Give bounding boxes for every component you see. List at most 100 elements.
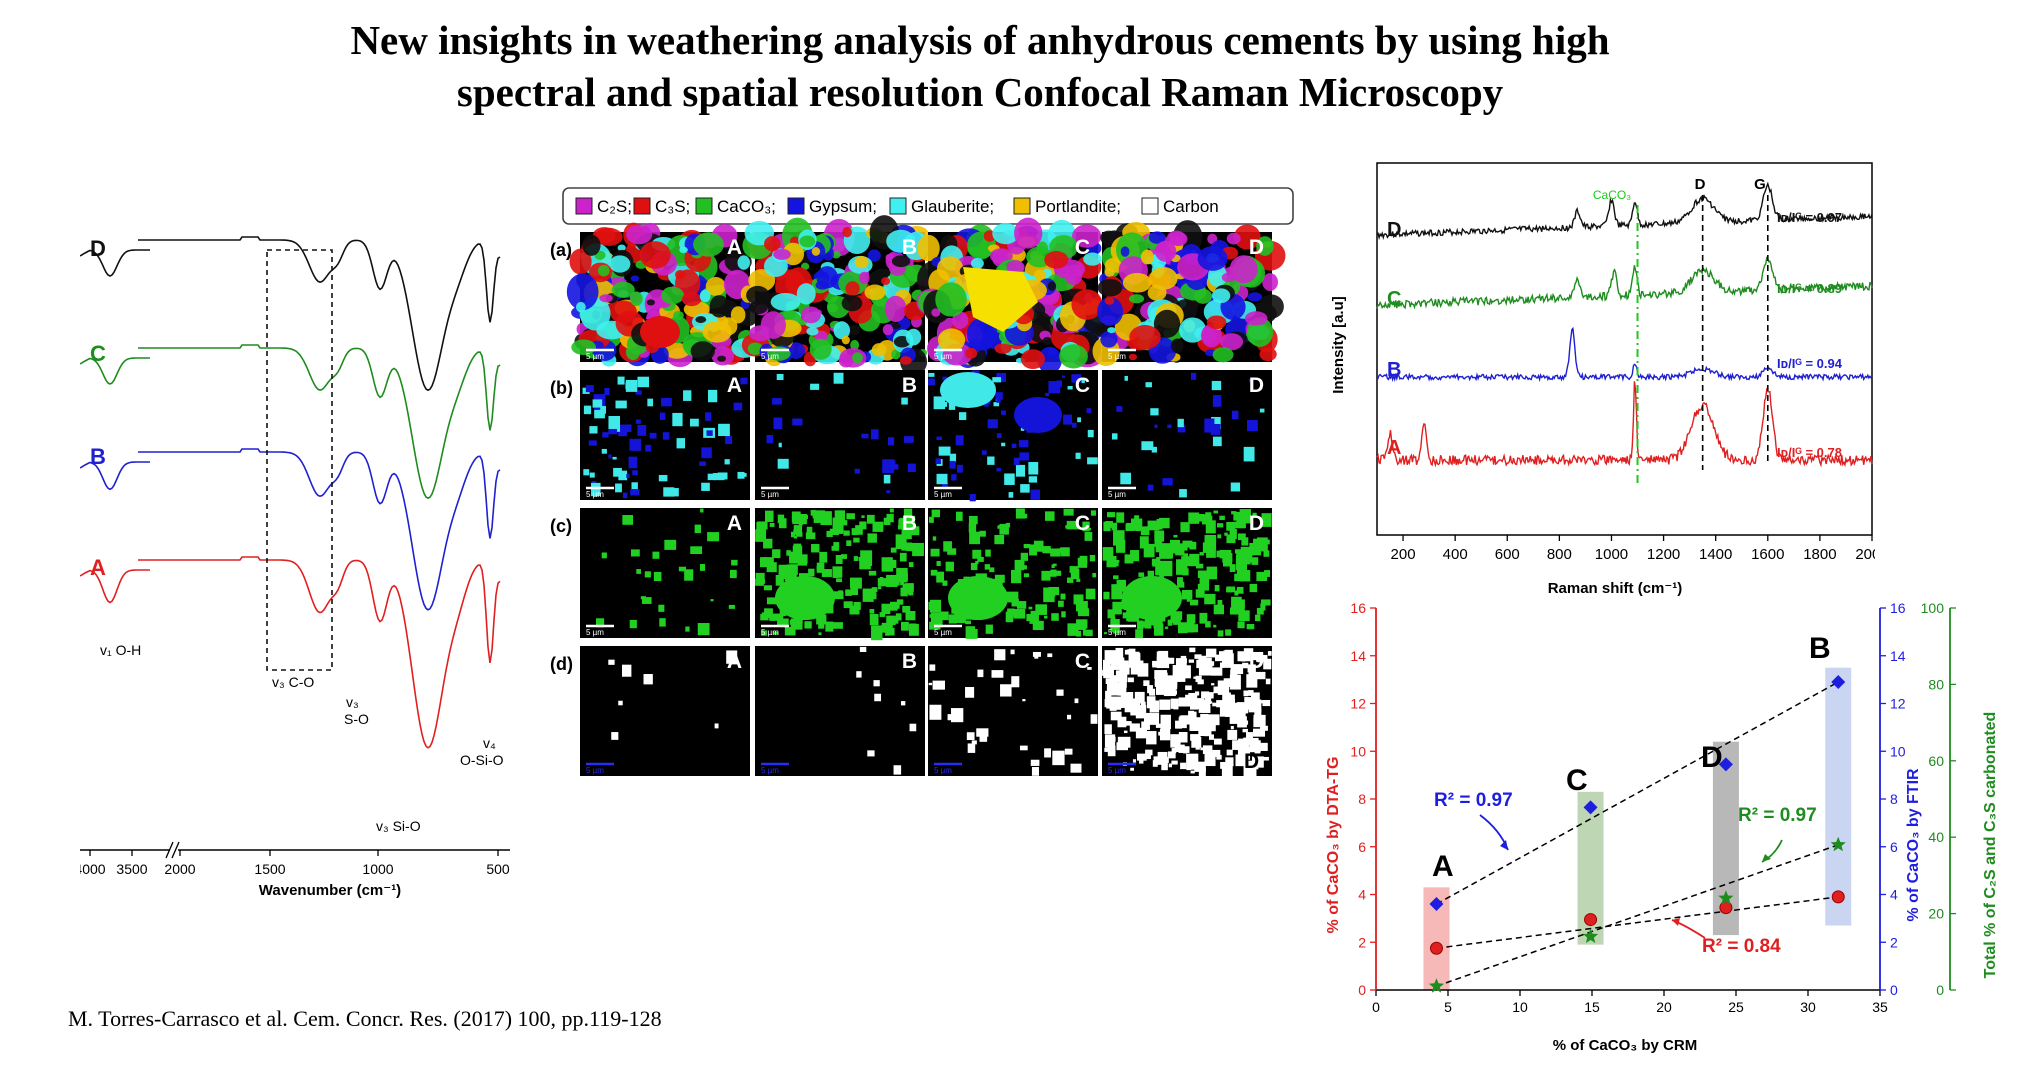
ftir-tick-label: 1000 (362, 861, 393, 877)
legend-label: Carbon (1163, 197, 1219, 216)
raman-tick-label: 2000 (1855, 546, 1875, 563)
corr-y-right2-tick: 60 (1928, 753, 1944, 769)
raman-curve-A (1376, 381, 1873, 468)
point-ftir (1429, 897, 1444, 912)
ftir-label-b: B (90, 444, 106, 469)
annot-sio: v₃ Si-O (376, 818, 421, 834)
corr-y-right2-tick: 40 (1928, 829, 1944, 845)
raman-x-axis-label: Raman shift (cm⁻¹) (1548, 580, 1683, 597)
map-image-0-3: D 5 µm (1092, 220, 1286, 367)
corr-y-left-label: % of CaCO₃ by DTA-TG (1325, 757, 1342, 934)
ftir-curve-oh-C (80, 357, 150, 385)
annot-osio-2: O-Si-O (460, 752, 504, 768)
corr-x-tick: 15 (1584, 999, 1600, 1015)
point-carbonated (1718, 890, 1734, 905)
corr-y-left-tick: 0 (1358, 982, 1366, 998)
ftir-curve-C (138, 344, 501, 500)
legend-label: Portlandite; (1035, 197, 1121, 216)
point-dta (1831, 890, 1845, 904)
raman-maps-panel: C₂S; C₃S; CaCO₃; Gypsum; Glauberite; Portland… (540, 180, 1300, 950)
annot-oh: v₁ O-H (100, 642, 141, 658)
map-col-label: D (1249, 512, 1264, 535)
raman-curve-D (1376, 181, 1873, 241)
map-col-label: A (727, 512, 742, 535)
legend-label: Glauberite; (911, 197, 994, 216)
map-image-2-2: C 5 µm (928, 508, 1098, 639)
map-row-label: (b) (550, 378, 573, 398)
scale-bar-label: 5 µm (934, 352, 952, 361)
corr-x-tick: 10 (1512, 999, 1528, 1015)
corr-x-tick: 5 (1444, 999, 1452, 1015)
corr-label-b: B (1809, 632, 1831, 665)
raman-tick-label: 1200 (1647, 546, 1680, 563)
raman-label-d: D (1387, 219, 1401, 241)
scale-bar-label: 5 µm (761, 352, 779, 361)
point-carbonated (1830, 836, 1846, 852)
scale-bar-label: 5 µm (1108, 628, 1126, 637)
r2-ftir: R² = 0.97 (1434, 790, 1513, 811)
map-image-0-0: A 5 µm (566, 222, 759, 368)
ftir-curves (80, 236, 501, 749)
ftir-curve-oh-A (80, 569, 150, 604)
corr-y-right1-tick: 12 (1890, 696, 1906, 712)
scale-bar-label: 5 µm (1108, 490, 1126, 499)
map-image-3-1: B 5 µm (755, 646, 925, 776)
scale-bar-label: 5 µm (761, 766, 779, 775)
scale-bar-label: 5 µm (934, 766, 952, 775)
legend-swatch (1141, 197, 1159, 215)
peak-label-d: D (1695, 176, 1706, 193)
corr-y-left-tick: 14 (1350, 648, 1366, 664)
map-col-label: B (902, 236, 917, 259)
fit-line-carbonated (1436, 844, 1839, 987)
point-ftir (1831, 675, 1846, 690)
map-col-label: A (727, 374, 742, 397)
corr-y-right1-tick: 8 (1890, 791, 1898, 807)
raman-label-c: C (1387, 288, 1401, 310)
ftir-sample-labels: D C B A (90, 236, 106, 580)
ftir-curve-D (138, 236, 501, 392)
corr-y-left-tick: 12 (1350, 696, 1366, 712)
annot-co: v₃ C-O (272, 674, 314, 690)
annot-so-1: v₃ (346, 694, 359, 710)
r2-carbonated: R² = 0.97 (1738, 805, 1817, 826)
corr-y-right1-tick: 6 (1890, 839, 1898, 855)
sample-band (1825, 667, 1852, 926)
peak-label-caco3: CaCO₃ (1593, 188, 1631, 202)
legend-swatch (575, 197, 593, 215)
map-image-1-3: D 5 µm (1102, 370, 1272, 500)
scale-bar-label: 5 µm (1108, 352, 1126, 361)
legend-swatch (1013, 197, 1031, 215)
map-grid: A 5 µm B 5 µm C 5 µm D 5 µm A 5 µm B 5 µm C 5 µm D 5 µm… (566, 215, 1286, 779)
scale-bar-label: 5 µm (761, 490, 779, 499)
corr-y-right1-tick: 4 (1890, 887, 1898, 903)
ratio-c: Iᴅ/Iᴳ = 0.89 (1777, 281, 1842, 296)
scale-bar-label: 5 µm (586, 628, 604, 637)
legend-label: C₃S; (655, 197, 690, 216)
raman-label-b: B (1387, 359, 1401, 381)
legend-swatch (889, 197, 907, 215)
legend-swatch (787, 197, 805, 215)
scale-bar-label: 5 µm (586, 490, 604, 499)
map-legend: C₂S; C₃S; CaCO₃; Gypsum; Glauberite; Portland… (575, 197, 1219, 216)
citation: M. Torres-Carrasco et al. Cem. Concr. Re… (68, 1006, 662, 1031)
scale-bar-label: 5 µm (586, 766, 604, 775)
ftir-tick-label: 3500 (116, 861, 147, 877)
corr-y-right2-tick: 100 (1921, 600, 1945, 616)
map-col-label: B (902, 512, 917, 535)
r2-dta: R² = 0.84 (1702, 936, 1781, 957)
caco3-correlation-chart: 0 5 10 15 20 25 30 3502468101214160246810121416… (1325, 600, 1999, 1054)
point-ftir (1718, 757, 1733, 772)
corr-y-left-tick: 8 (1358, 791, 1366, 807)
map-col-label: D (1249, 374, 1264, 397)
scale-bar-label: 5 µm (586, 352, 604, 361)
point-dta (1429, 941, 1443, 955)
corr-y-right1-tick: 2 (1890, 934, 1898, 950)
map-col-label: C (1075, 236, 1090, 259)
raman-frame (1376, 162, 1873, 536)
corr-y-left-tick: 2 (1358, 934, 1366, 950)
map-row-label: (c) (550, 516, 572, 536)
map-extra-label-d: D (1244, 750, 1259, 773)
scale-bar-label: 5 µm (1108, 766, 1126, 775)
ratio-b: Iᴅ/Iᴳ = 0.94 (1777, 356, 1843, 371)
map-image-1-2: C 5 µm (928, 370, 1098, 502)
